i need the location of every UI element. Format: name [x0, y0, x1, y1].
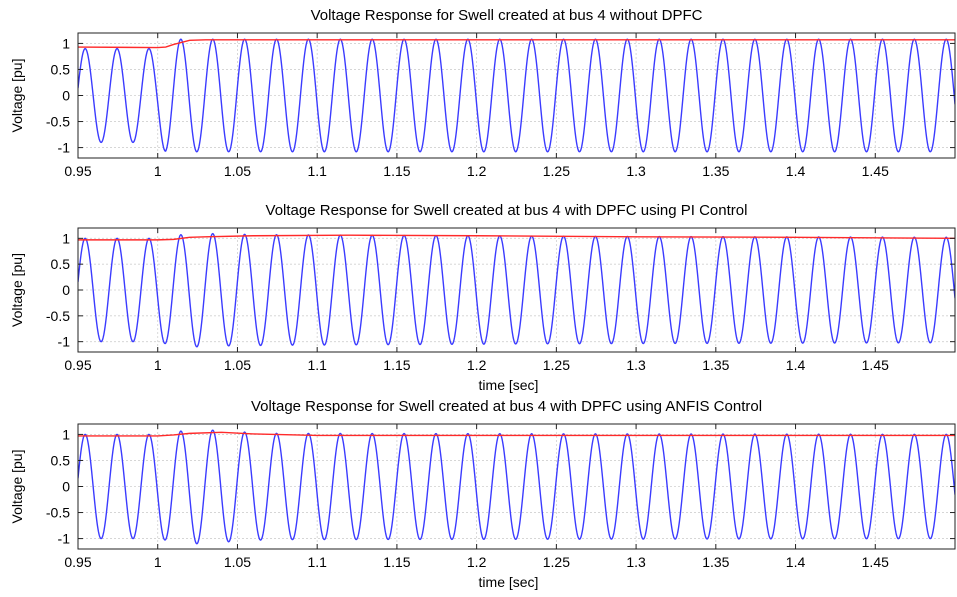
rms-voltage-line: [78, 431, 955, 437]
x-tick-label: 1.4: [786, 163, 806, 179]
x-tick-label: 1.45: [862, 554, 889, 570]
chart-panel-2: Voltage Response for Swell created at bu…: [9, 202, 956, 393]
x-tick-label: 1.2: [467, 163, 487, 179]
chart-title: Voltage Response for Swell created at bu…: [311, 7, 703, 24]
chart-title: Voltage Response for Swell created at bu…: [251, 398, 762, 415]
x-tick-label: 1.15: [383, 163, 410, 179]
y-tick-label: 1: [62, 230, 70, 246]
x-axis-label: time [sec]: [479, 574, 539, 590]
voltage-waveform-line: [78, 429, 955, 545]
y-tick-label: -1: [58, 140, 71, 156]
x-tick-label: 1.05: [224, 357, 251, 373]
x-tick-label: 1.25: [543, 357, 570, 373]
chart-panel-3: Voltage Response for Swell created at bu…: [9, 398, 956, 590]
y-tick-label: 0.5: [51, 256, 71, 272]
x-tick-label: 1.45: [862, 163, 889, 179]
chart-panel-1: Voltage Response for Swell created at bu…: [9, 7, 956, 179]
chart-title: Voltage Response for Swell created at bu…: [266, 202, 748, 219]
y-tick-label: 0: [62, 88, 70, 104]
x-tick-label: 1.35: [702, 554, 729, 570]
y-tick-label: 0.5: [51, 452, 71, 468]
x-tick-label: 1.15: [383, 357, 410, 373]
x-tick-label: 1.4: [786, 357, 806, 373]
x-tick-label: 0.95: [64, 357, 91, 373]
x-tick-label: 1: [154, 554, 162, 570]
x-tick-label: 0.95: [64, 554, 91, 570]
x-tick-label: 1: [154, 163, 162, 179]
x-tick-label: 1.1: [307, 357, 327, 373]
x-tick-label: 1.45: [862, 357, 889, 373]
x-tick-label: 1.2: [467, 357, 487, 373]
y-tick-label: -0.5: [46, 505, 70, 521]
x-tick-label: 1.4: [786, 554, 806, 570]
voltage-waveform-line: [78, 232, 955, 348]
y-tick-label: 0: [62, 479, 70, 495]
y-axis-label: Voltage [pu]: [9, 253, 25, 327]
y-tick-label: -0.5: [46, 308, 70, 324]
x-tick-label: 1.35: [702, 357, 729, 373]
x-tick-label: 1.1: [307, 554, 327, 570]
x-tick-label: 1.2: [467, 554, 487, 570]
y-tick-label: -1: [58, 334, 71, 350]
voltage-waveform-line: [78, 38, 955, 153]
y-tick-label: 1: [62, 35, 70, 51]
x-tick-label: 1.15: [383, 554, 410, 570]
y-tick-label: 0: [62, 282, 70, 298]
x-tick-label: 1.1: [307, 163, 327, 179]
y-tick-label: -0.5: [46, 114, 70, 130]
x-axis-label: time [sec]: [479, 377, 539, 393]
x-tick-label: 1.25: [543, 554, 570, 570]
x-tick-label: 1: [154, 357, 162, 373]
x-tick-label: 1.35: [702, 163, 729, 179]
x-tick-label: 1.05: [224, 163, 251, 179]
y-tick-label: -1: [58, 531, 71, 547]
y-tick-label: 1: [62, 426, 70, 442]
x-tick-label: 0.95: [64, 163, 91, 179]
x-tick-label: 1.3: [626, 357, 646, 373]
y-tick-label: 0.5: [51, 61, 71, 77]
x-tick-label: 1.05: [224, 554, 251, 570]
y-axis-label: Voltage [pu]: [9, 450, 25, 524]
y-axis-label: Voltage [pu]: [9, 59, 25, 133]
x-tick-label: 1.3: [626, 163, 646, 179]
rms-voltage-line: [78, 234, 955, 241]
rms-voltage-line: [78, 39, 955, 49]
x-tick-label: 1.25: [543, 163, 570, 179]
x-tick-label: 1.3: [626, 554, 646, 570]
